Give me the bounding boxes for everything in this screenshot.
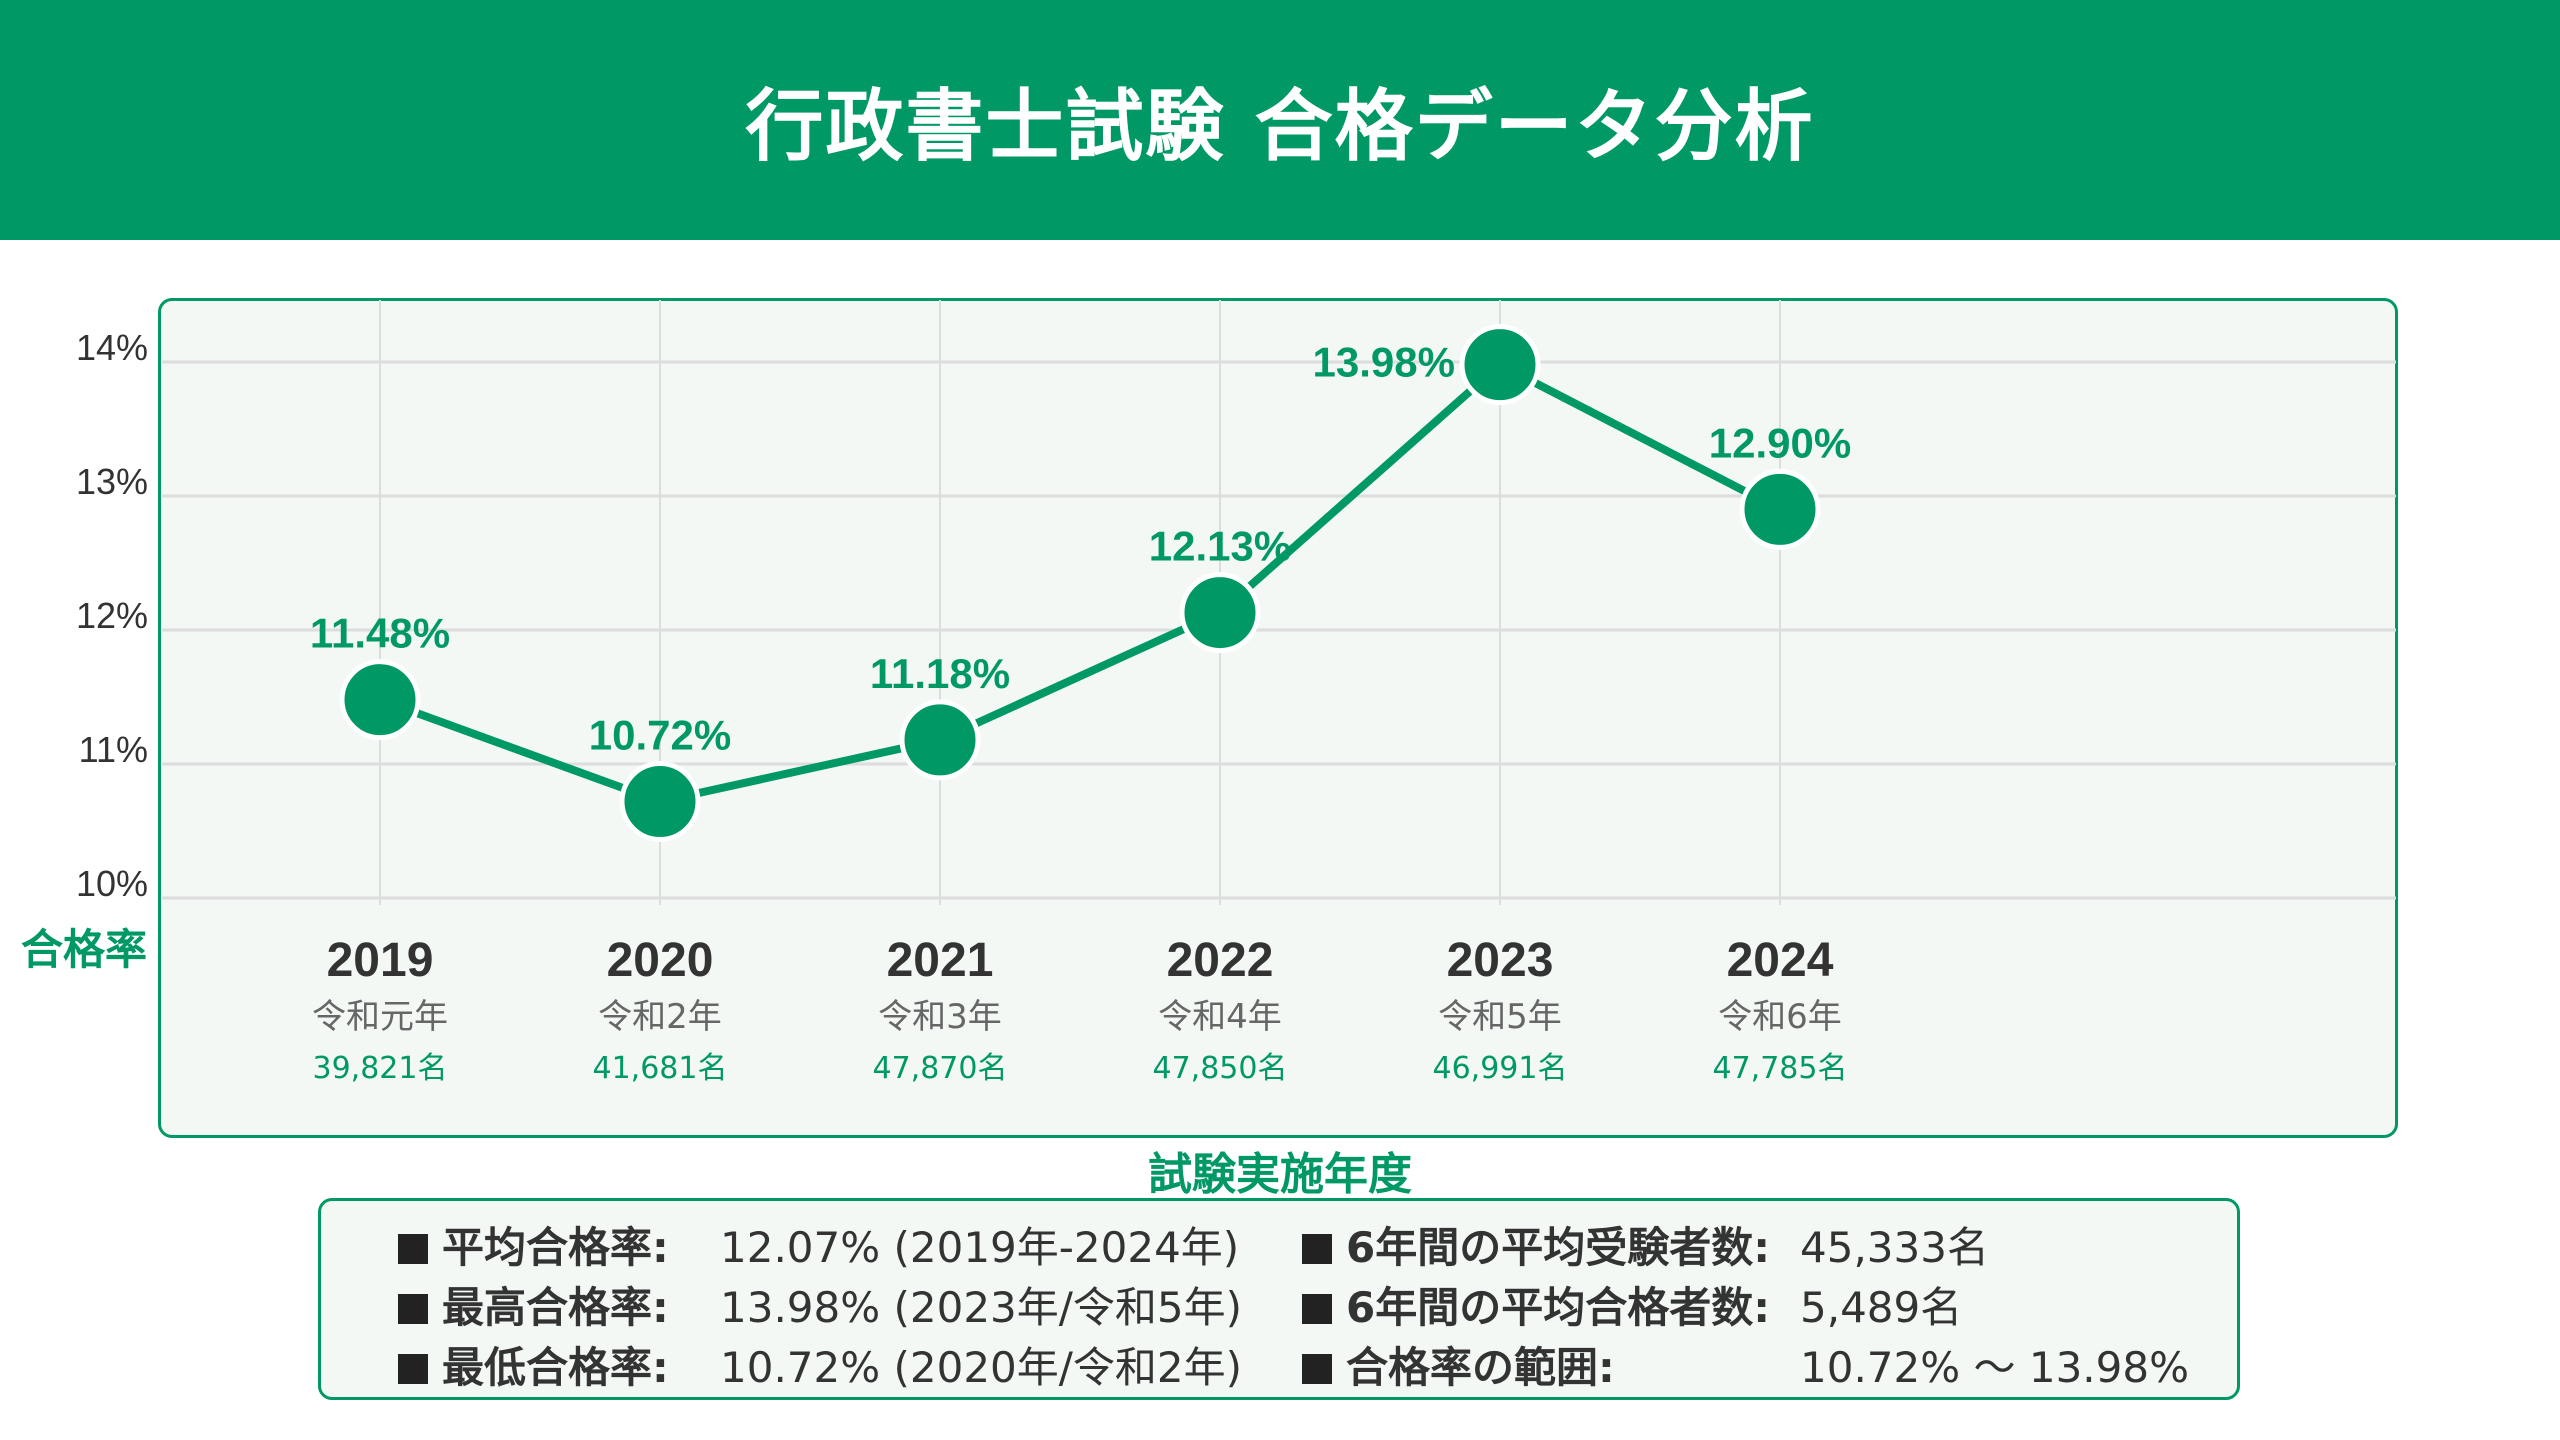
data-label: 11.18% [870, 650, 1010, 697]
y-tick-label: 12% [76, 595, 148, 636]
x-tick-examinees: 47,785名 [1713, 1051, 1848, 1086]
summary-right-row: 6年間の平均受験者数: [1302, 1214, 1770, 1275]
x-tick-label: 2024 [1727, 934, 1834, 987]
x-tick-label: 2019 [327, 934, 434, 987]
x-tick-examinees: 41,681名 [593, 1051, 728, 1086]
summary-value: 45,333名 [1800, 1223, 1989, 1272]
square-bullet-icon [398, 1234, 428, 1264]
data-label: 11.48% [310, 610, 450, 657]
data-point [339, 659, 421, 741]
data-label: 13.98% [1313, 339, 1455, 386]
data-point [619, 761, 701, 843]
x-tick-sublabel: 令和元年 [312, 997, 448, 1037]
summary-value: 10.72% 〜 13.98% [1800, 1343, 2189, 1392]
summary-right-row: 6年間の平均合格者数: [1302, 1274, 1770, 1335]
summary-label: 6年間の平均合格者数: [1346, 1283, 1771, 1332]
square-bullet-icon [398, 1294, 428, 1324]
x-tick-label: 2021 [887, 934, 994, 987]
x-tick-examinees: 47,870名 [873, 1051, 1008, 1086]
chart-panel [158, 298, 2398, 1138]
summary-left-row: 最低合格率: [398, 1334, 669, 1395]
data-point [1739, 468, 1821, 550]
data-label: 10.72% [589, 712, 731, 759]
data-point [1459, 324, 1541, 406]
summary-value: 12.07% (2019年-2024年) [720, 1223, 1240, 1272]
summary-label: 6年間の平均受験者数: [1346, 1223, 1771, 1272]
summary-value: 13.98% (2023年/令和5年) [720, 1283, 1243, 1332]
x-axis-title: 試験実施年度 [1148, 1149, 1412, 1200]
y-tick-label: 14% [76, 327, 148, 368]
page-title: 行政書士試験 合格データ分析 [745, 82, 1815, 172]
x-tick-examinees: 47,850名 [1153, 1051, 1288, 1086]
x-tick-label: 2023 [1447, 934, 1554, 987]
summary-value: 5,489名 [1800, 1283, 1963, 1332]
x-tick-sublabel: 令和5年 [1438, 997, 1562, 1037]
summary-label: 合格率の範囲: [1346, 1343, 1615, 1392]
y-axis-label: 合格率 [21, 925, 147, 974]
square-bullet-icon [1302, 1354, 1332, 1384]
x-tick-sublabel: 令和4年 [1158, 997, 1282, 1037]
data-point [899, 699, 981, 781]
x-tick-label: 2020 [607, 934, 714, 987]
data-label: 12.90% [1709, 419, 1851, 466]
x-tick-sublabel: 令和3年 [878, 997, 1002, 1037]
summary-label: 平均合格率: [442, 1223, 669, 1272]
summary-label: 最低合格率: [442, 1343, 669, 1392]
x-tick-sublabel: 令和6年 [1718, 997, 1842, 1037]
summary-panel [318, 1198, 2240, 1400]
square-bullet-icon [1302, 1234, 1332, 1264]
data-point [1179, 572, 1261, 654]
y-tick-label: 13% [76, 461, 148, 502]
x-tick-label: 2022 [1167, 934, 1274, 987]
header-bar [0, 0, 2560, 240]
summary-left-row: 平均合格率: [398, 1214, 669, 1275]
summary-left-row: 最高合格率: [398, 1274, 669, 1335]
summary-right-row: 合格率の範囲: [1302, 1334, 1615, 1395]
y-tick-label: 10% [76, 863, 148, 904]
summary-value: 10.72% (2020年/令和2年) [720, 1343, 1243, 1392]
series-line [378, 360, 1782, 806]
summary-label: 最高合格率: [442, 1283, 669, 1332]
x-tick-examinees: 46,991名 [1433, 1051, 1568, 1086]
x-tick-examinees: 39,821名 [313, 1051, 448, 1086]
x-tick-sublabel: 令和2年 [598, 997, 722, 1037]
square-bullet-icon [1302, 1294, 1332, 1324]
data-label: 12.13% [1149, 523, 1291, 570]
square-bullet-icon [398, 1354, 428, 1384]
y-tick-label: 11% [79, 729, 148, 770]
